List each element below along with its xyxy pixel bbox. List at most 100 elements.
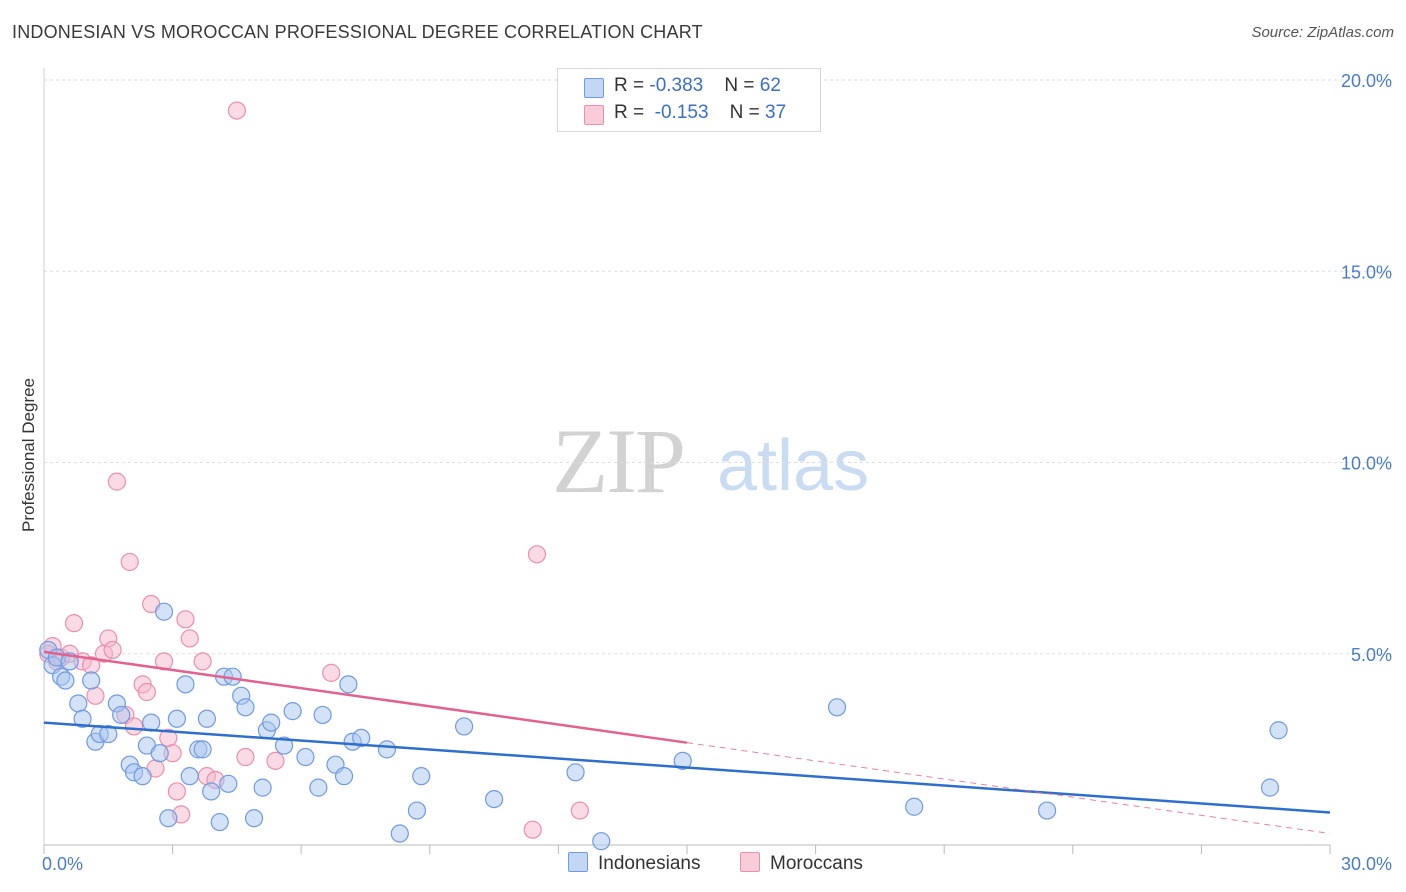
gridlines bbox=[44, 79, 1392, 655]
indonesian-point bbox=[197, 709, 216, 728]
indonesian-point bbox=[1269, 721, 1288, 740]
indonesians-points bbox=[39, 602, 1288, 851]
indonesian-point bbox=[176, 675, 195, 694]
indonesian-point bbox=[592, 832, 611, 851]
x-tick-label: 30.0% bbox=[1341, 854, 1392, 874]
moroccan-point bbox=[107, 472, 126, 491]
indonesian-point bbox=[73, 709, 92, 728]
source-label: Source: ZipAtlas.com bbox=[1251, 24, 1394, 41]
y-axis-label: Professional Degree bbox=[19, 378, 38, 532]
moroccan-point bbox=[523, 820, 542, 839]
moroccans-trend-line bbox=[43, 650, 688, 744]
indonesian-point bbox=[210, 812, 229, 832]
moroccan-point bbox=[236, 747, 255, 767]
watermark: ZIP atlas bbox=[552, 410, 869, 512]
indonesian-point bbox=[219, 774, 238, 793]
indonesian-point bbox=[253, 778, 272, 797]
indonesian-point bbox=[1037, 801, 1057, 820]
indonesian-point bbox=[352, 728, 371, 748]
watermark-zip: ZIP bbox=[552, 410, 684, 512]
moroccan-point bbox=[193, 652, 212, 671]
indonesian-point bbox=[1260, 778, 1280, 797]
indonesian-point bbox=[236, 698, 255, 717]
moroccan-point bbox=[570, 801, 589, 820]
moroccan-point bbox=[120, 552, 139, 572]
indonesian-point bbox=[905, 797, 924, 816]
moroccan-point bbox=[124, 717, 144, 736]
indonesian-point bbox=[56, 671, 75, 690]
y-tick-label: 10.0% bbox=[1341, 454, 1392, 474]
legend-text-indonesians: R = -0.383 N = 62 bbox=[614, 75, 781, 97]
moroccan-point bbox=[227, 101, 246, 120]
moroccan-point bbox=[103, 640, 122, 660]
moroccan-point bbox=[86, 686, 105, 705]
watermark-atlas: atlas bbox=[717, 426, 869, 506]
moroccans-trend-extension bbox=[686, 742, 1331, 835]
indonesian-point bbox=[454, 717, 474, 736]
legend-swatch-blue bbox=[584, 78, 604, 98]
y-tick-label: 5.0% bbox=[1351, 645, 1392, 665]
indonesian-point bbox=[313, 705, 332, 725]
legend-r-value: -0.153 bbox=[654, 102, 709, 123]
indonesian-point bbox=[244, 809, 264, 828]
legend-n-value: 62 bbox=[759, 75, 781, 96]
legend-text-moroccans: R = -0.153 N = 37 bbox=[614, 102, 786, 124]
chart-title: INDONESIAN VS MOROCCAN PROFESSIONAL DEGR… bbox=[12, 22, 703, 42]
indonesian-point bbox=[673, 751, 692, 770]
bottom-legend-indonesians: Indonesians bbox=[568, 852, 700, 875]
indonesian-point bbox=[154, 602, 174, 621]
indonesian-point bbox=[167, 709, 186, 728]
indonesian-point bbox=[296, 747, 315, 767]
legend-swatch-pink bbox=[584, 105, 604, 125]
indonesian-point bbox=[566, 763, 585, 782]
y-tick-label: 15.0% bbox=[1341, 262, 1392, 282]
stats-legend: R = -0.383 N = 62 R = -0.153 N = 37 bbox=[557, 68, 821, 132]
indonesian-point bbox=[82, 671, 101, 690]
indonesian-point bbox=[390, 824, 409, 843]
indonesian-point bbox=[334, 767, 354, 786]
moroccan-point bbox=[266, 751, 285, 770]
indonesian-point bbox=[193, 740, 212, 759]
bottom-swatch-blue bbox=[568, 852, 588, 872]
indonesian-point bbox=[150, 744, 169, 763]
moroccan-point bbox=[176, 610, 195, 629]
x-tick-label: 0.0% bbox=[42, 854, 83, 874]
moroccan-point bbox=[322, 663, 341, 682]
indonesian-point bbox=[180, 767, 199, 786]
indonesian-point bbox=[274, 736, 294, 755]
moroccan-point bbox=[167, 782, 186, 801]
indonesian-point bbox=[339, 675, 358, 694]
legend-r-label: R = bbox=[614, 75, 650, 96]
indonesian-point bbox=[377, 740, 397, 759]
trend-lines bbox=[43, 650, 1331, 835]
indonesian-point bbox=[412, 767, 431, 786]
indonesian-point bbox=[133, 767, 152, 786]
indonesian-point bbox=[262, 713, 281, 732]
axes bbox=[43, 68, 1331, 854]
indonesian-point bbox=[202, 782, 221, 801]
x-tick-labels: 0.0% 30.0% bbox=[42, 854, 1392, 874]
indonesian-point bbox=[309, 778, 328, 797]
legend-n-value: 37 bbox=[765, 102, 787, 123]
indonesian-point bbox=[407, 801, 427, 820]
indonesian-point bbox=[485, 789, 504, 809]
y-tick-label: 20.0% bbox=[1341, 71, 1392, 91]
legend-r-label: R = bbox=[614, 102, 650, 123]
moroccan-point bbox=[137, 682, 156, 702]
moroccan-point bbox=[527, 545, 547, 564]
bottom-legend-moroccans: Moroccans bbox=[740, 852, 863, 875]
indonesians-trend-line bbox=[43, 721, 1331, 814]
legend-r-value: -0.383 bbox=[649, 75, 704, 96]
indonesian-point bbox=[99, 724, 118, 744]
indonesian-point bbox=[112, 705, 131, 725]
bottom-legend-label: Moroccans bbox=[770, 853, 863, 874]
indonesian-point bbox=[69, 694, 88, 713]
moroccan-point bbox=[180, 629, 199, 648]
indonesian-point bbox=[827, 698, 847, 717]
bottom-swatch-pink bbox=[740, 852, 760, 872]
y-tick-labels: 5.0% 10.0% 15.0% 20.0% bbox=[1341, 71, 1392, 665]
bottom-legend-label: Indonesians bbox=[598, 853, 701, 874]
indonesian-point bbox=[159, 809, 178, 828]
indonesian-point bbox=[283, 702, 302, 721]
